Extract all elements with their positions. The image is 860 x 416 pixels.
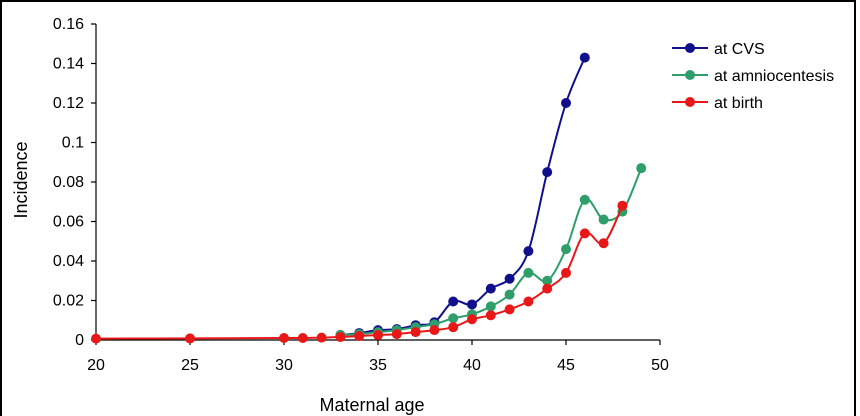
data-point <box>579 194 590 205</box>
data-point <box>523 296 534 307</box>
data-point <box>504 289 515 300</box>
data-point <box>504 273 515 284</box>
data-point <box>373 330 383 341</box>
y-tick-label: 0 <box>75 332 84 349</box>
data-point <box>297 333 308 344</box>
y-tick-label: 0.08 <box>53 174 84 191</box>
x-tick-label: 35 <box>369 357 387 374</box>
legend-marker <box>685 43 695 53</box>
data-point <box>523 267 534 278</box>
data-point <box>523 246 534 257</box>
data-point <box>354 331 365 342</box>
y-axis-title: Incidence <box>11 141 31 218</box>
y-tick-label: 0.06 <box>53 214 84 231</box>
series-at-cvs <box>335 52 590 341</box>
data-point <box>636 163 647 174</box>
data-point <box>504 304 515 315</box>
x-tick-label: 20 <box>87 357 105 374</box>
data-point <box>598 238 609 249</box>
legend-marker <box>685 70 695 80</box>
data-point <box>467 314 477 325</box>
x-axis-ticks: 20 25 30 35 40 45 50 <box>87 340 669 374</box>
series-layer <box>91 52 647 344</box>
series-line <box>95 205 624 340</box>
data-point <box>542 167 553 178</box>
data-point <box>410 327 421 338</box>
data-point <box>429 325 440 336</box>
legend-item: at amniocentesis <box>672 68 834 85</box>
data-point <box>561 267 571 278</box>
legend-label: at amniocentesis <box>714 68 834 85</box>
data-point <box>617 200 628 211</box>
data-point <box>448 322 459 333</box>
legend-item: at birth <box>672 95 763 112</box>
data-point <box>448 313 459 324</box>
series-at-birth <box>91 200 628 344</box>
data-point <box>485 283 496 294</box>
data-point <box>561 244 571 255</box>
x-tick-label: 30 <box>275 357 293 374</box>
data-point <box>579 228 590 239</box>
x-axis-title: Maternal age <box>319 395 424 415</box>
x-tick-label: 25 <box>181 357 199 374</box>
data-point <box>91 333 101 344</box>
y-axis-ticks: 0 0.02 0.04 0.06 0.08 0.1 0.12 0.14 0.16 <box>53 16 96 349</box>
data-point <box>542 283 553 294</box>
y-tick-label: 0.16 <box>53 16 84 33</box>
data-point <box>598 214 609 225</box>
data-point <box>185 333 195 344</box>
data-point <box>579 52 590 63</box>
y-tick-label: 0.04 <box>53 253 84 270</box>
legend-label: at birth <box>714 95 763 112</box>
data-point <box>316 332 327 343</box>
data-point <box>448 296 459 307</box>
legend-item: at CVS <box>672 41 765 58</box>
y-tick-label: 0.12 <box>53 95 84 112</box>
x-tick-label: 40 <box>463 357 481 374</box>
data-point <box>335 332 346 343</box>
data-point <box>467 299 477 310</box>
data-point <box>485 301 496 312</box>
x-tick-label: 50 <box>651 357 669 374</box>
legend-marker <box>685 97 695 107</box>
y-tick-label: 0.1 <box>62 135 84 152</box>
x-tick-label: 45 <box>557 357 575 374</box>
legend-label: at CVS <box>714 41 765 58</box>
data-point <box>485 310 496 321</box>
data-point <box>561 98 571 108</box>
data-point <box>391 329 402 340</box>
legend: at CVS at amniocentesis at birth <box>672 41 834 112</box>
data-point <box>542 275 553 286</box>
y-tick-label: 0.14 <box>53 56 84 73</box>
y-tick-label: 0.02 <box>53 293 84 310</box>
data-point <box>279 333 289 344</box>
